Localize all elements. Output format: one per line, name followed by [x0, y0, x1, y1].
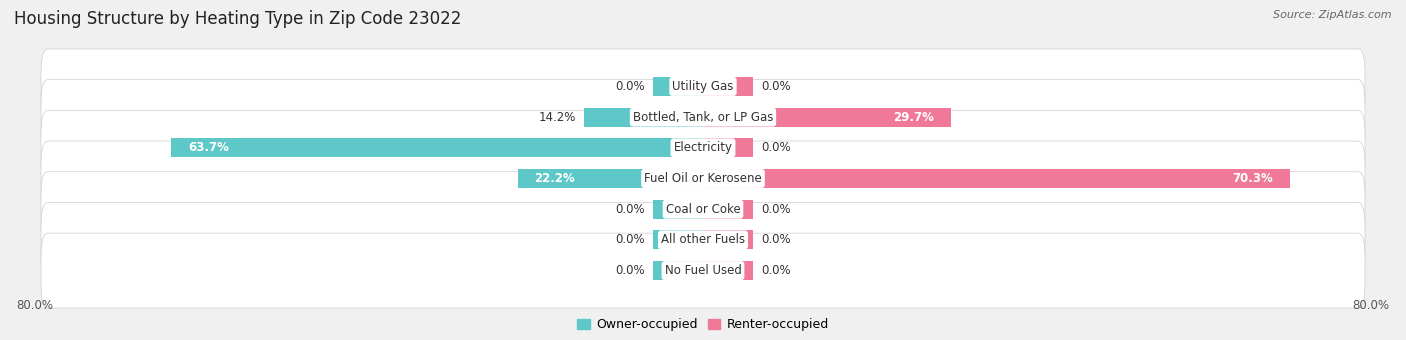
Bar [517, 169, 703, 188]
Bar [703, 231, 754, 250]
Bar [703, 169, 1289, 188]
Text: 0.0%: 0.0% [762, 80, 792, 93]
Text: No Fuel Used: No Fuel Used [665, 264, 741, 277]
Bar [585, 107, 703, 126]
Text: 63.7%: 63.7% [188, 141, 229, 154]
Text: 0.0%: 0.0% [762, 264, 792, 277]
FancyBboxPatch shape [41, 233, 1365, 308]
Text: 0.0%: 0.0% [614, 80, 644, 93]
Bar [703, 200, 754, 219]
Text: All other Fuels: All other Fuels [661, 233, 745, 246]
Bar [172, 138, 703, 157]
Text: 22.2%: 22.2% [534, 172, 575, 185]
Bar [652, 200, 703, 219]
Text: Utility Gas: Utility Gas [672, 80, 734, 93]
Text: Bottled, Tank, or LP Gas: Bottled, Tank, or LP Gas [633, 110, 773, 124]
Text: 70.3%: 70.3% [1233, 172, 1274, 185]
Bar [703, 138, 754, 157]
Bar [652, 231, 703, 250]
Text: Source: ZipAtlas.com: Source: ZipAtlas.com [1274, 10, 1392, 20]
FancyBboxPatch shape [41, 110, 1365, 185]
Text: 0.0%: 0.0% [614, 264, 644, 277]
Bar [703, 77, 754, 96]
Text: 0.0%: 0.0% [614, 233, 644, 246]
Bar [703, 107, 950, 126]
Bar [652, 77, 703, 96]
FancyBboxPatch shape [41, 49, 1365, 124]
Text: Coal or Coke: Coal or Coke [665, 203, 741, 216]
Bar [652, 261, 703, 280]
Text: 0.0%: 0.0% [762, 141, 792, 154]
Text: 14.2%: 14.2% [538, 110, 576, 124]
Text: Housing Structure by Heating Type in Zip Code 23022: Housing Structure by Heating Type in Zip… [14, 10, 461, 28]
Legend: Owner-occupied, Renter-occupied: Owner-occupied, Renter-occupied [578, 318, 828, 332]
Text: 29.7%: 29.7% [893, 110, 934, 124]
Text: Electricity: Electricity [673, 141, 733, 154]
FancyBboxPatch shape [41, 172, 1365, 246]
Text: Fuel Oil or Kerosene: Fuel Oil or Kerosene [644, 172, 762, 185]
FancyBboxPatch shape [41, 141, 1365, 216]
Text: 0.0%: 0.0% [762, 233, 792, 246]
Text: 0.0%: 0.0% [614, 203, 644, 216]
Bar [703, 261, 754, 280]
FancyBboxPatch shape [41, 202, 1365, 277]
FancyBboxPatch shape [41, 80, 1365, 155]
Text: 0.0%: 0.0% [762, 203, 792, 216]
